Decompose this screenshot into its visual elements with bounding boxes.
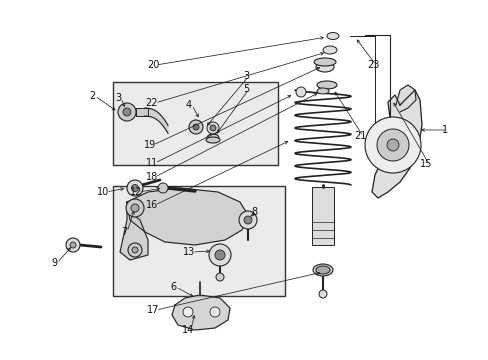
Circle shape: [189, 120, 203, 134]
Circle shape: [376, 129, 408, 161]
Text: 1: 1: [441, 125, 447, 135]
Polygon shape: [172, 295, 229, 330]
Ellipse shape: [316, 81, 336, 89]
Circle shape: [209, 125, 216, 131]
Ellipse shape: [323, 46, 336, 54]
Circle shape: [132, 247, 138, 253]
Bar: [136, 108, 148, 116]
Polygon shape: [371, 90, 421, 198]
Text: 21: 21: [353, 131, 366, 141]
Ellipse shape: [315, 62, 333, 72]
Text: 3: 3: [115, 93, 121, 103]
Circle shape: [128, 243, 142, 257]
Text: 16: 16: [145, 200, 158, 210]
Ellipse shape: [315, 266, 329, 274]
Text: 11: 11: [145, 158, 158, 168]
Ellipse shape: [326, 32, 338, 40]
Circle shape: [131, 185, 138, 192]
Text: 22: 22: [145, 98, 158, 108]
Circle shape: [123, 108, 131, 116]
Bar: [311, 187, 333, 245]
Text: 2: 2: [89, 91, 95, 101]
Circle shape: [216, 273, 224, 281]
Text: 17: 17: [146, 305, 159, 315]
Text: 8: 8: [250, 207, 257, 217]
Circle shape: [158, 183, 168, 193]
Polygon shape: [127, 188, 247, 245]
Circle shape: [126, 199, 143, 217]
Text: 13: 13: [183, 247, 195, 257]
Circle shape: [208, 244, 230, 266]
Ellipse shape: [313, 58, 335, 66]
Ellipse shape: [316, 88, 328, 94]
Circle shape: [66, 238, 80, 252]
Bar: [113, 82, 278, 165]
Ellipse shape: [205, 137, 220, 143]
Text: 23: 23: [366, 60, 378, 70]
Circle shape: [295, 87, 305, 97]
Circle shape: [215, 250, 224, 260]
Text: 4: 4: [185, 100, 192, 110]
Circle shape: [206, 122, 219, 134]
Circle shape: [364, 117, 420, 173]
Circle shape: [209, 307, 220, 317]
Text: 10: 10: [97, 187, 109, 197]
Text: 5: 5: [243, 84, 248, 94]
Text: 18: 18: [145, 172, 158, 182]
Circle shape: [183, 307, 193, 317]
Text: 20: 20: [146, 60, 159, 70]
Circle shape: [193, 124, 199, 130]
Circle shape: [239, 211, 257, 229]
Circle shape: [386, 139, 398, 151]
Bar: [113, 186, 285, 296]
Text: 19: 19: [143, 140, 156, 150]
Text: 15: 15: [419, 159, 431, 169]
Text: 14: 14: [182, 325, 194, 335]
Circle shape: [318, 290, 326, 298]
Text: 12: 12: [129, 187, 142, 197]
Text: 7: 7: [121, 227, 127, 237]
Circle shape: [244, 216, 251, 224]
Polygon shape: [120, 202, 148, 260]
Polygon shape: [395, 85, 415, 112]
Polygon shape: [145, 108, 168, 133]
Text: 3: 3: [243, 71, 248, 81]
Circle shape: [131, 204, 139, 212]
Circle shape: [118, 103, 136, 121]
Text: 6: 6: [170, 282, 176, 292]
Ellipse shape: [312, 264, 332, 276]
Circle shape: [127, 180, 142, 196]
Text: 9: 9: [51, 258, 57, 268]
Ellipse shape: [206, 134, 219, 142]
Circle shape: [70, 242, 76, 248]
